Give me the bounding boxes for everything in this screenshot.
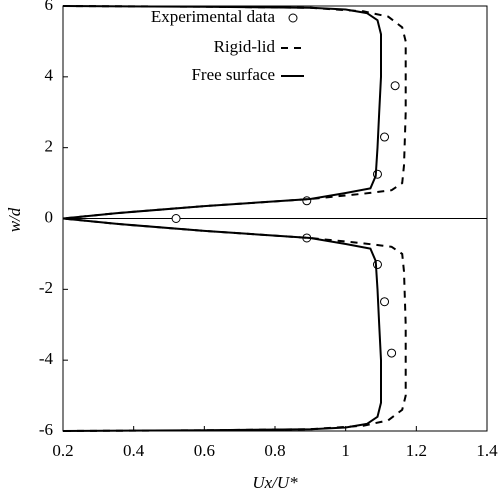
y-tick-label: -4 — [39, 349, 54, 368]
legend-label: Free surface — [191, 65, 275, 84]
x-tick-label: 1.4 — [476, 441, 498, 460]
series-line — [62, 5, 382, 432]
x-tick-label: 1.2 — [406, 441, 427, 460]
data-point — [302, 196, 312, 206]
x-tick-label: 0.2 — [52, 441, 73, 460]
y-tick-label: -2 — [39, 278, 53, 297]
y-tick-label: 6 — [45, 0, 54, 14]
y-axis-title: w/d — [5, 207, 24, 232]
data-point — [390, 81, 400, 91]
y-tick-label: 0 — [45, 207, 54, 226]
legend-label: Experimental data — [151, 7, 276, 26]
x-tick-label: 0.6 — [194, 441, 215, 460]
x-tick-label: 1 — [341, 441, 350, 460]
series-line — [62, 5, 407, 432]
data-point — [372, 260, 382, 270]
data-point — [171, 214, 181, 223]
data-point — [387, 348, 397, 358]
legend-symbol — [288, 13, 298, 23]
x-tick-label: 0.8 — [264, 441, 285, 460]
y-tick-label: 4 — [45, 66, 54, 85]
y-tick-label: 2 — [45, 137, 54, 156]
legend-label: Rigid-lid — [214, 37, 276, 56]
x-axis-title: Ux/U* — [252, 473, 298, 492]
data-point — [380, 297, 390, 307]
data-point — [380, 132, 390, 142]
x-tick-label: 0.4 — [123, 441, 145, 460]
y-tick-label: -6 — [39, 420, 53, 439]
